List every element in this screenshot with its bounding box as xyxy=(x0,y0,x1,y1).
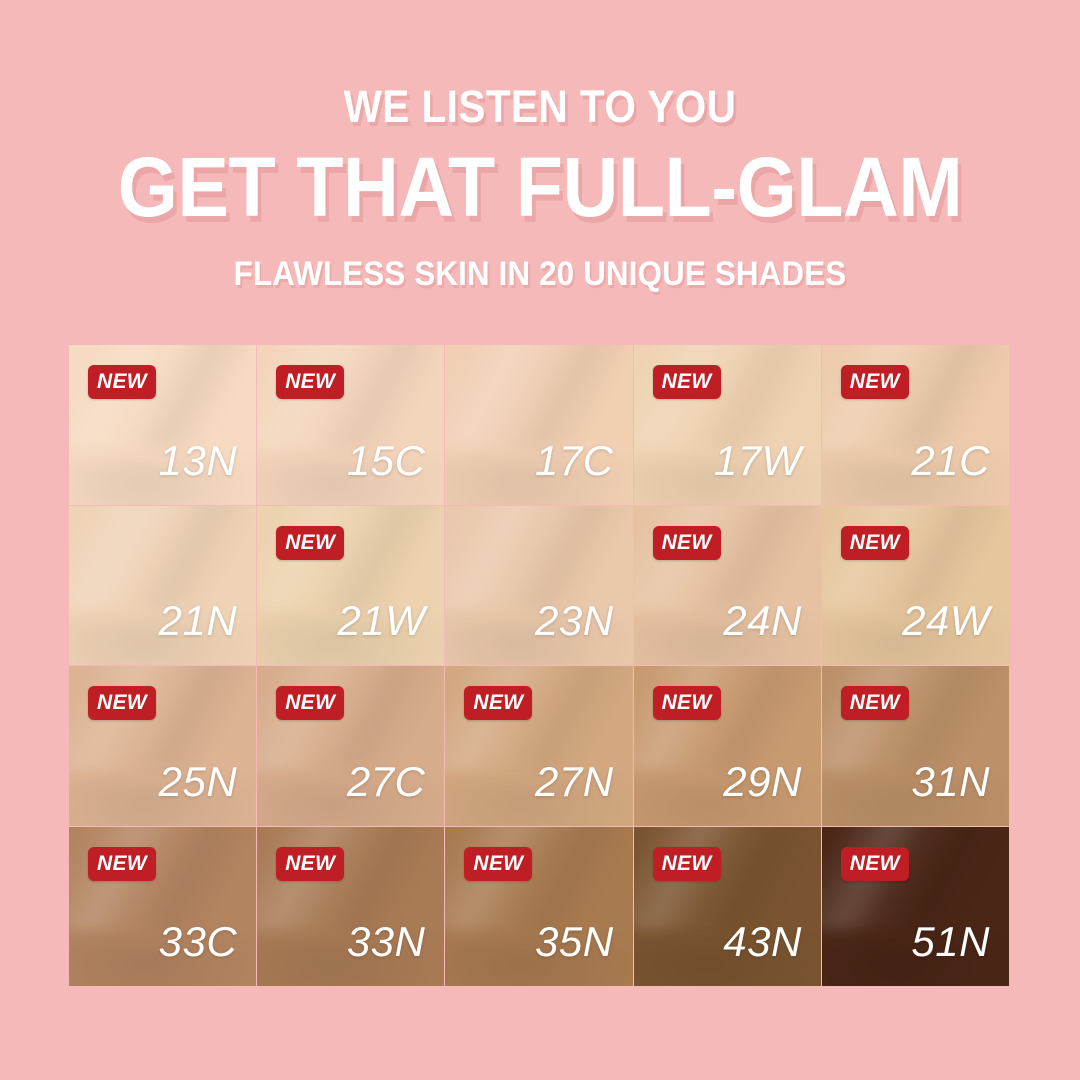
shade-code-label: 17C xyxy=(535,436,614,484)
subheading-text: FLAWLESS SKIN IN 20 UNIQUE SHADES xyxy=(233,255,847,293)
shade-swatch[interactable]: NEW 27C xyxy=(257,666,445,826)
shade-swatch[interactable]: NEW 24N xyxy=(633,505,821,665)
shade-swatch[interactable]: NEW 29N xyxy=(633,666,821,826)
shade-code-label: 15C xyxy=(346,436,426,484)
shade-swatch[interactable]: NEW 24W xyxy=(821,505,1009,665)
shade-code-label: 27N xyxy=(535,757,614,805)
shade-swatch[interactable]: NEW 27N xyxy=(445,666,633,826)
shade-code-label: 31N xyxy=(911,757,990,805)
shade-code-label: 43N xyxy=(723,918,802,965)
shade-code-label: 23N xyxy=(535,597,614,644)
new-badge: NEW xyxy=(276,525,345,560)
shade-code-label: 33C xyxy=(158,918,238,965)
shade-code-label: 51N xyxy=(911,918,990,965)
new-badge: NEW xyxy=(652,525,721,560)
new-badge: NEW xyxy=(840,525,909,560)
headings-block: WE LISTEN TO YOU GET THAT FULL-GLAM FLAW… xyxy=(0,84,1080,291)
new-badge: NEW xyxy=(652,846,721,881)
new-badge: NEW xyxy=(652,686,721,720)
shade-code-label: 21N xyxy=(158,597,238,644)
shade-code-label: 25N xyxy=(158,757,238,805)
new-badge: NEW xyxy=(88,686,156,720)
new-badge: NEW xyxy=(652,365,721,399)
shade-code-label: 21C xyxy=(911,436,990,484)
new-badge: NEW xyxy=(464,686,533,720)
shade-swatch[interactable]: NEW 51N xyxy=(821,826,1009,986)
shade-swatch[interactable]: NEW 25N xyxy=(69,666,257,826)
shade-swatch[interactable]: NEW 33C xyxy=(69,826,257,986)
new-badge: NEW xyxy=(276,686,345,720)
shade-swatch[interactable]: NEW 15C xyxy=(257,345,445,505)
shade-swatch[interactable]: NEW 21W xyxy=(257,505,445,665)
new-badge: NEW xyxy=(276,846,345,881)
new-badge: NEW xyxy=(464,846,533,881)
new-badge: NEW xyxy=(840,365,909,399)
eyebrow-text: WE LISTEN TO YOU xyxy=(343,81,737,132)
shade-swatch[interactable]: NEW 43N xyxy=(633,826,821,986)
shade-code-label: 27C xyxy=(346,757,426,805)
new-badge: NEW xyxy=(88,846,156,881)
shade-code-label: 35N xyxy=(535,918,614,965)
shade-swatch[interactable]: NEW 17W xyxy=(633,345,821,505)
shade-swatch[interactable]: NEW 21C xyxy=(821,345,1009,505)
new-badge: NEW xyxy=(840,686,909,720)
shade-code-label: 33N xyxy=(346,918,426,965)
shade-swatch[interactable]: NEW 31N xyxy=(821,666,1009,826)
shade-swatch[interactable]: 17C xyxy=(445,345,633,505)
shade-swatch[interactable]: NEW 35N xyxy=(445,826,633,986)
shade-code-label: 24W xyxy=(902,597,990,644)
shade-code-label: 29N xyxy=(723,757,802,805)
shade-code-label: 17W xyxy=(713,436,802,484)
page-title: GET THAT FULL-GLAM xyxy=(117,140,963,234)
new-badge: NEW xyxy=(840,846,909,881)
shade-code-label: 13N xyxy=(158,436,238,484)
shade-swatch[interactable]: 21N xyxy=(69,505,257,665)
shade-swatch[interactable]: 23N xyxy=(445,505,633,665)
new-badge: NEW xyxy=(276,365,345,399)
shade-code-label: 24N xyxy=(723,597,802,644)
shade-code-label: 21W xyxy=(337,597,426,644)
shade-swatch[interactable]: NEW 13N xyxy=(69,345,257,505)
shade-swatch[interactable]: NEW 33N xyxy=(257,826,445,986)
new-badge: NEW xyxy=(88,365,156,399)
shade-grid: NEW 13N NEW 15C 17C NEW 17W NEW 21C 21N NEW 21W 23N N… xyxy=(69,345,1009,986)
